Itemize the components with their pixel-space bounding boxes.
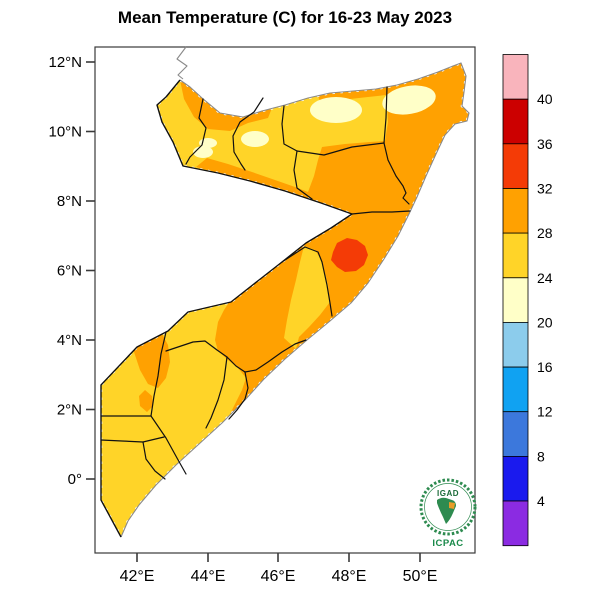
colorbar-label: 4 [537, 493, 545, 509]
y-tick-label: 4°N [57, 332, 82, 349]
colorbar-segment [502, 188, 529, 234]
x-tick-label: 48°E [332, 568, 367, 585]
colorbar-segment [502, 54, 529, 100]
colorbar-segment [502, 500, 529, 547]
x-tick-label: 42°E [120, 568, 155, 585]
djibouti-coast-fragment [176, 46, 188, 80]
figure-title: Mean Temperature (C) for 16-23 May 2023 [118, 8, 452, 27]
icpac-logo: IGAD ICPAC [419, 478, 477, 549]
colorbar-label: 28 [537, 225, 553, 241]
colorbar-segment [502, 321, 529, 368]
colorbar-label: 24 [537, 270, 553, 286]
admin-boundaries [100, 86, 411, 480]
colorbar: 40 36 32 28 24 20 16 12 8 4 [502, 54, 553, 547]
international-border [100, 79, 353, 538]
colorbar-segment [502, 411, 529, 457]
colorbar-segment [502, 98, 529, 145]
colorbar-segment [502, 232, 529, 279]
x-tick-label: 44°E [191, 568, 226, 585]
logo-igad-text: IGAD [437, 489, 459, 498]
logo-icpac-text: ICPAC [432, 538, 463, 549]
colorbar-label: 32 [537, 181, 553, 197]
temp-hotspot-32-36 [331, 238, 368, 272]
logo-inner-ring [424, 483, 472, 531]
plot-frame [94, 46, 476, 554]
colorbar-segment [502, 277, 529, 323]
colorbar-label: 40 [537, 91, 553, 107]
colorbar-segment [502, 455, 529, 502]
y-axis: 12°N 10°N 8°N 6°N 4°N 2°N 0° [48, 54, 95, 488]
colorbar-label: 8 [537, 448, 545, 464]
somalia-temperature-layer [99, 46, 471, 540]
colorbar-label: 16 [537, 359, 553, 375]
y-tick-label: 6°N [57, 263, 82, 280]
colorbar-label: 20 [537, 314, 553, 330]
y-tick-label: 12°N [48, 54, 82, 71]
colorbar-segment [502, 143, 529, 189]
y-tick-label: 10°N [48, 124, 82, 141]
y-tick-label: 2°N [57, 402, 82, 419]
y-tick-label: 0° [68, 471, 82, 488]
igad-region-highlight [449, 502, 455, 509]
colorbar-label: 36 [537, 136, 553, 152]
x-tick-label: 50°E [403, 568, 438, 585]
x-tick-label: 46°E [261, 568, 296, 585]
colorbar-label: 12 [537, 404, 553, 420]
y-tick-label: 8°N [57, 193, 82, 210]
colorbar-segment [502, 366, 529, 413]
x-axis: 42°E 44°E 46°E 48°E 50°E [120, 553, 438, 585]
